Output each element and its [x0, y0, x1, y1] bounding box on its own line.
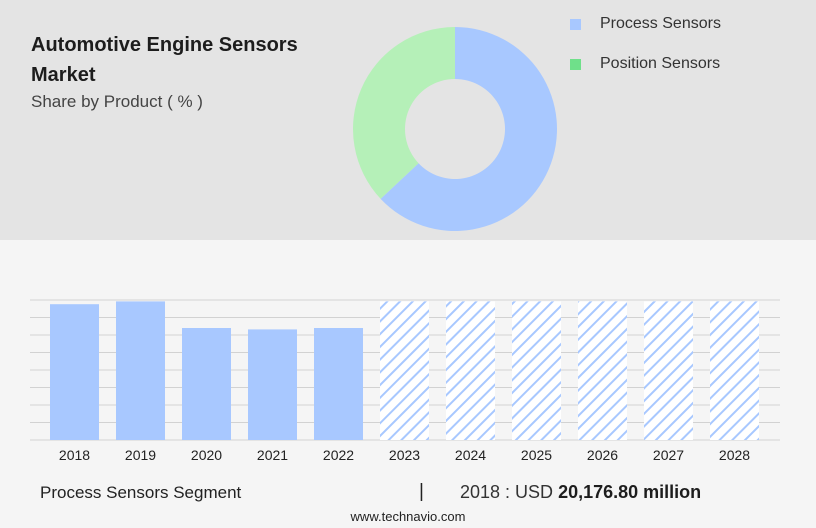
x-tick-label: 2021: [257, 447, 288, 463]
bar-2018: [50, 304, 99, 440]
legend-label: Process Sensors: [600, 15, 721, 32]
donut-slice-position-sensors: [353, 27, 455, 199]
bar-2020: [182, 328, 231, 440]
x-tick-label: 2023: [389, 447, 420, 463]
footer-separator: |: [419, 481, 424, 502]
donut-chart: [353, 27, 557, 231]
legend-swatch: [570, 59, 581, 70]
bar-2024: [446, 301, 495, 440]
x-tick-label: 2019: [125, 447, 156, 463]
bar-2019: [116, 301, 165, 440]
year-label: 2018 : USD: [460, 482, 554, 502]
chart-title: Automotive Engine Sensors Market: [31, 34, 298, 86]
legend-item: Process Sensors: [568, 14, 721, 34]
bar-2026: [578, 301, 627, 440]
website-url: www.technavio.com: [350, 509, 466, 524]
bar-chart: 2018 2019 2020 2021 2022 2023 2024 2025 2026 2027…: [30, 299, 780, 463]
x-tick-label: 2022: [323, 447, 354, 463]
chart-subtitle: Share by Product ( % ): [31, 92, 203, 111]
x-tick-label: 2020: [191, 447, 222, 463]
x-tick-label: 2027: [653, 447, 684, 463]
segment-value: 20,176.80 million: [558, 482, 702, 502]
bar-2023: [380, 301, 429, 440]
x-tick-label: 2024: [455, 447, 486, 463]
donut-slice-process-sensors: [380, 27, 557, 231]
bar-2027: [644, 301, 693, 440]
donut-legend: Process Sensors Position Sensors: [568, 14, 721, 94]
x-tick-label: 2025: [521, 447, 552, 463]
legend-item: Position Sensors: [568, 54, 721, 74]
x-tick-label: 2018: [59, 447, 90, 463]
segment-label: Process Sensors Segment: [40, 483, 242, 502]
x-tick-label: 2026: [587, 447, 618, 463]
bar-2021: [248, 329, 297, 440]
bar-2028: [710, 301, 759, 440]
x-tick-label: 2028: [719, 447, 750, 463]
bar-2022: [314, 328, 363, 440]
legend-swatch: [570, 19, 581, 30]
bar-2025: [512, 301, 561, 440]
segment-value-line: 2018 : USD 20,176.80 million: [460, 482, 701, 503]
legend-label: Position Sensors: [600, 55, 721, 72]
